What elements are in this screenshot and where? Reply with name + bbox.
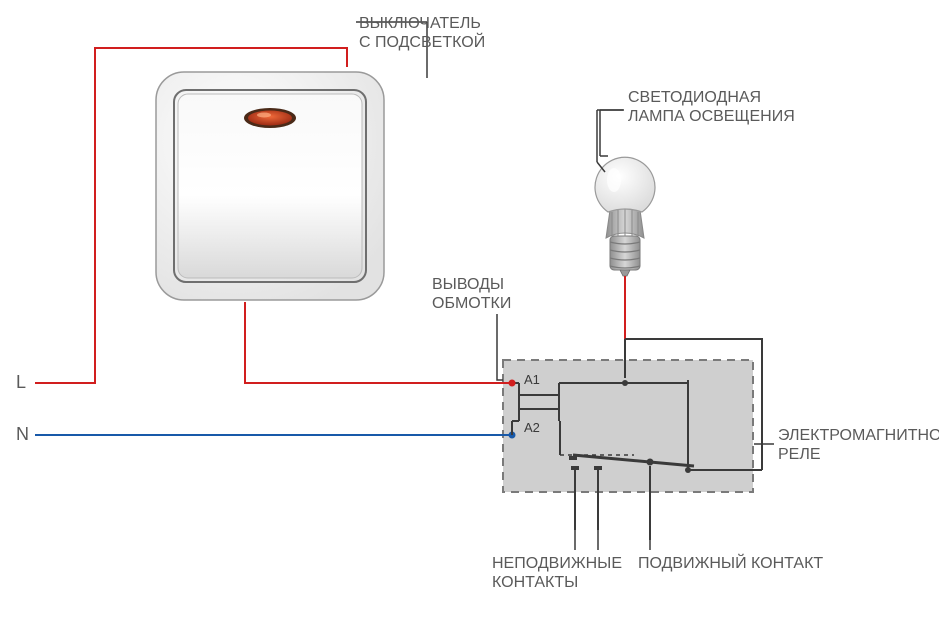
indicator-lamp-icon <box>248 111 292 126</box>
label-switch: ВЫКЛЮЧАТЕЛЬ С ПОДСВЕТКОЙ <box>359 14 485 52</box>
diagram-svg <box>0 0 939 631</box>
relay-block <box>503 360 762 492</box>
label-a1: A1 <box>524 372 540 388</box>
label-l-terminal: L <box>16 372 26 394</box>
label-a2: A2 <box>524 420 540 436</box>
label-relay: ЭЛЕКТРОМАГНИТНОЕ РЕЛЕ <box>778 426 939 464</box>
illuminated-switch <box>156 72 384 300</box>
led-bulb-icon <box>595 157 655 276</box>
label-n-terminal: N <box>16 424 29 446</box>
diagram-stage: ВЫКЛЮЧАТЕЛЬ С ПОДСВЕТКОЙ СВЕТОДИОДНАЯ ЛА… <box>0 0 939 631</box>
label-coil-outputs: ВЫВОДЫ ОБМОТКИ <box>432 275 511 313</box>
label-fixed-contacts: НЕПОДВИЖНЫЕ КОНТАКТЫ <box>492 554 622 592</box>
label-lamp: СВЕТОДИОДНАЯ ЛАМПА ОСВЕЩЕНИЯ <box>628 88 795 126</box>
label-moving-contact: ПОДВИЖНЫЙ КОНТАКТ <box>638 554 823 573</box>
